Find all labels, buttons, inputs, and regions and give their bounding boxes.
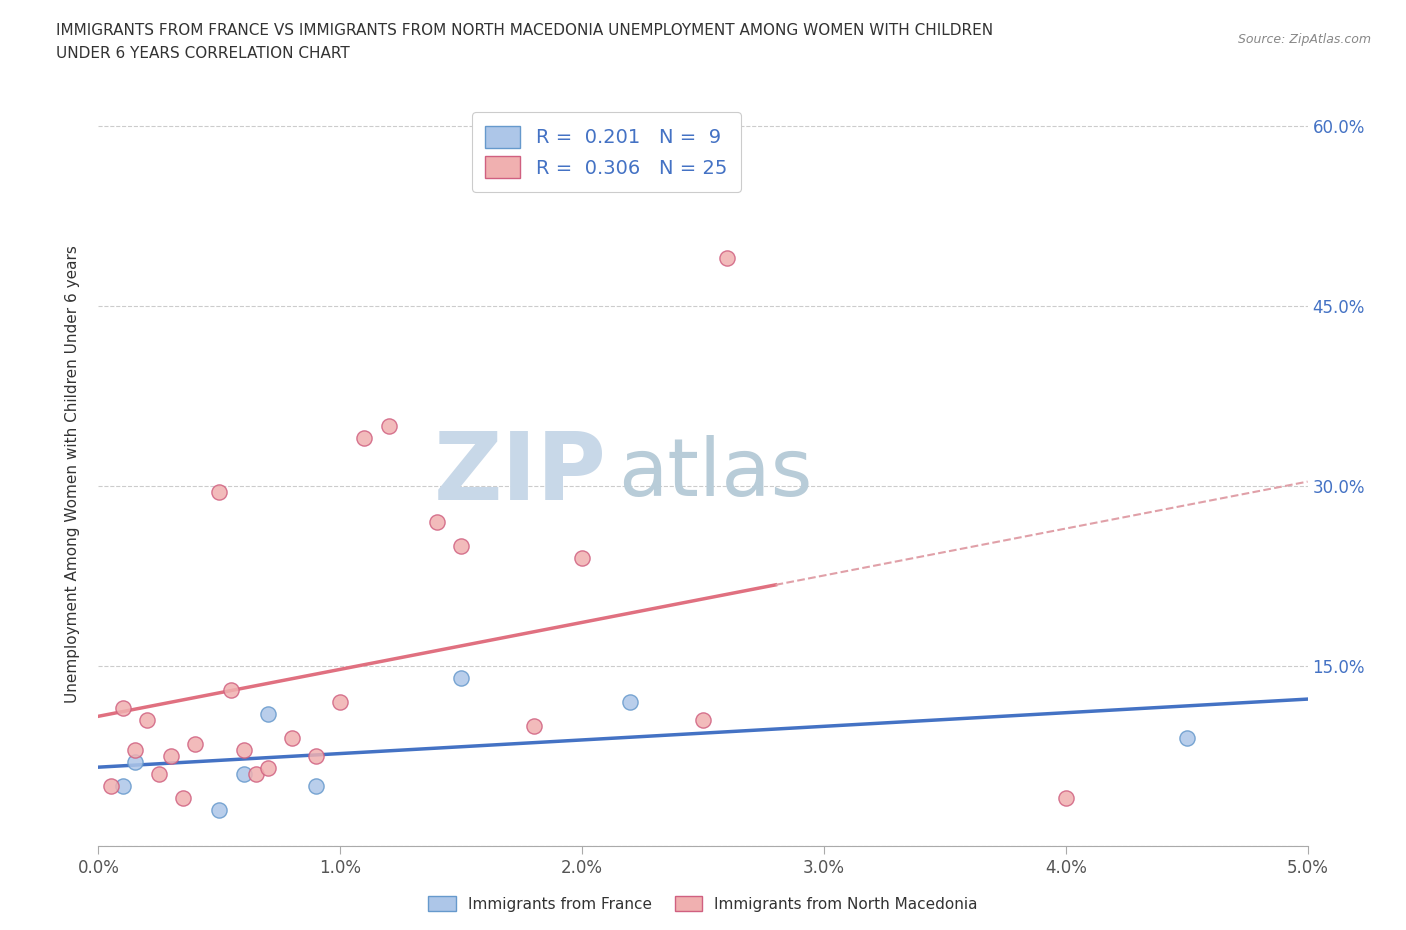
Point bbox=[450, 538, 472, 553]
Point bbox=[232, 743, 254, 758]
Text: atlas: atlas bbox=[619, 435, 813, 513]
Legend: Immigrants from France, Immigrants from North Macedonia: Immigrants from France, Immigrants from … bbox=[422, 889, 984, 918]
Point bbox=[124, 743, 146, 758]
Point bbox=[426, 515, 449, 530]
Point bbox=[619, 695, 641, 710]
Text: Source: ZipAtlas.com: Source: ZipAtlas.com bbox=[1237, 33, 1371, 46]
Point bbox=[1054, 790, 1077, 805]
Point bbox=[111, 701, 134, 716]
Point bbox=[353, 431, 375, 445]
Point bbox=[692, 713, 714, 728]
Point bbox=[135, 713, 157, 728]
Point bbox=[1175, 731, 1198, 746]
Point bbox=[450, 671, 472, 685]
Point bbox=[256, 761, 278, 776]
Point bbox=[281, 731, 304, 746]
Point bbox=[172, 790, 194, 805]
Point bbox=[111, 778, 134, 793]
Y-axis label: Unemployment Among Women with Children Under 6 years: Unemployment Among Women with Children U… bbox=[65, 246, 80, 703]
Legend: R =  0.201   N =  9, R =  0.306   N = 25: R = 0.201 N = 9, R = 0.306 N = 25 bbox=[471, 112, 741, 192]
Text: UNDER 6 YEARS CORRELATION CHART: UNDER 6 YEARS CORRELATION CHART bbox=[56, 46, 350, 61]
Point bbox=[571, 551, 593, 565]
Point bbox=[160, 749, 183, 764]
Point bbox=[221, 683, 243, 698]
Point bbox=[329, 695, 352, 710]
Point bbox=[245, 767, 267, 782]
Point bbox=[716, 251, 738, 266]
Point bbox=[305, 749, 328, 764]
Point bbox=[305, 778, 328, 793]
Point bbox=[100, 778, 122, 793]
Point bbox=[124, 755, 146, 770]
Text: IMMIGRANTS FROM FRANCE VS IMMIGRANTS FROM NORTH MACEDONIA UNEMPLOYMENT AMONG WOM: IMMIGRANTS FROM FRANCE VS IMMIGRANTS FRO… bbox=[56, 23, 994, 38]
Point bbox=[377, 418, 399, 433]
Point bbox=[148, 767, 170, 782]
Point bbox=[208, 485, 231, 499]
Point bbox=[232, 767, 254, 782]
Point bbox=[208, 803, 231, 817]
Point bbox=[523, 719, 546, 734]
Point bbox=[184, 737, 207, 751]
Text: ZIP: ZIP bbox=[433, 429, 606, 520]
Point bbox=[256, 707, 278, 722]
